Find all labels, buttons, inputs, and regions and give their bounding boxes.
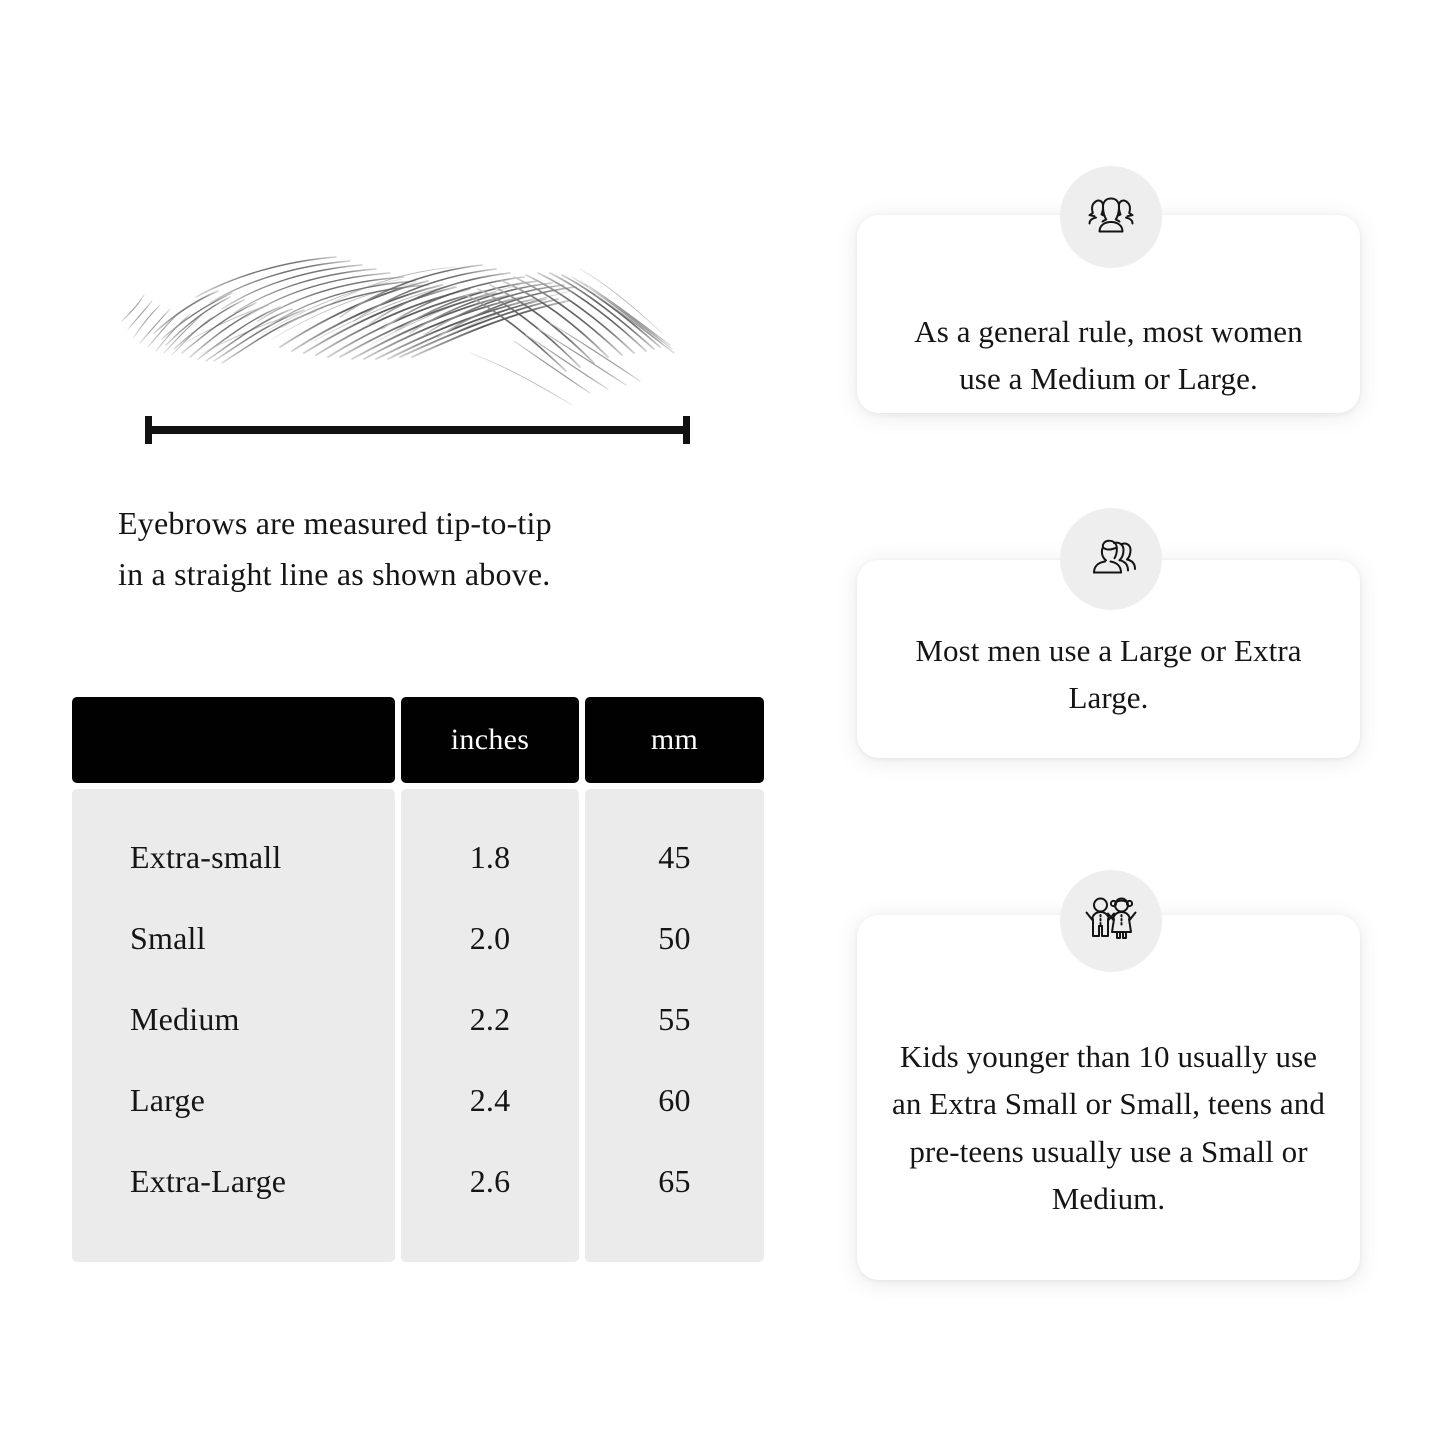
table-cell-size: Extra-Large: [130, 1163, 287, 1199]
table-cell-mm: 65: [658, 1163, 691, 1199]
table-cell-size: Large: [130, 1082, 206, 1118]
info-card-men: Most men use a Large or Extra Large.: [857, 560, 1360, 758]
table-header-size: [72, 697, 395, 783]
table-header-inches: inches: [401, 697, 579, 783]
table-cell-inches: 2.2: [469, 1001, 511, 1037]
info-card-men-text: Most men use a Large or Extra Large.: [915, 632, 1302, 715]
table-cell-size: Extra-small: [130, 839, 282, 875]
table-cell-inches: 1.8: [469, 839, 511, 875]
eyebrow-illustration: [110, 225, 730, 405]
table-header-row: inches mm: [72, 697, 766, 783]
two-kids-icon: [1060, 870, 1162, 972]
info-card-kids: Kids younger than 10 usually use an Extr…: [857, 915, 1360, 1280]
table-body: Extra-small Small Medium Large Extra-Lar…: [72, 789, 766, 1262]
table-column-inches: 1.8 2.0 2.2 2.4 2.6: [401, 789, 579, 1262]
table-cell-mm: 45: [658, 839, 691, 875]
info-card-women-text: As a general rule, most women use a Medi…: [914, 313, 1303, 396]
size-table: inches mm Extra-small Small Medium Large…: [72, 697, 766, 1262]
right-column: As a general rule, most women use a Medi…: [800, 0, 1445, 1445]
caption-line-2: in a straight line as shown above.: [118, 555, 551, 592]
measurement-bar: [145, 412, 690, 452]
table-cell-mm: 55: [658, 1001, 691, 1037]
caption-line-1: Eyebrows are measured tip-to-tip: [118, 505, 552, 541]
table-cell-size: Small: [130, 920, 206, 956]
table-cell-mm: 50: [658, 920, 691, 956]
table-column-mm: 45 50 55 60 65: [585, 789, 764, 1262]
table-cell-inches: 2.6: [469, 1163, 511, 1199]
three-men-icon: [1060, 508, 1162, 610]
table-column-size: Extra-small Small Medium Large Extra-Lar…: [72, 789, 395, 1262]
table-cell-mm: 60: [658, 1082, 691, 1118]
measurement-caption: Eyebrows are measured tip-to-tip in a st…: [118, 498, 718, 599]
left-column: Eyebrows are measured tip-to-tip in a st…: [72, 225, 766, 1262]
table-cell-size: Medium: [130, 1001, 240, 1037]
table-cell-inches: 2.4: [469, 1082, 511, 1118]
three-women-icon: [1060, 166, 1162, 268]
table-cell-inches: 2.0: [469, 920, 511, 956]
table-header-mm: mm: [585, 697, 764, 783]
info-card-kids-text: Kids younger than 10 usually use an Extr…: [892, 1039, 1325, 1216]
